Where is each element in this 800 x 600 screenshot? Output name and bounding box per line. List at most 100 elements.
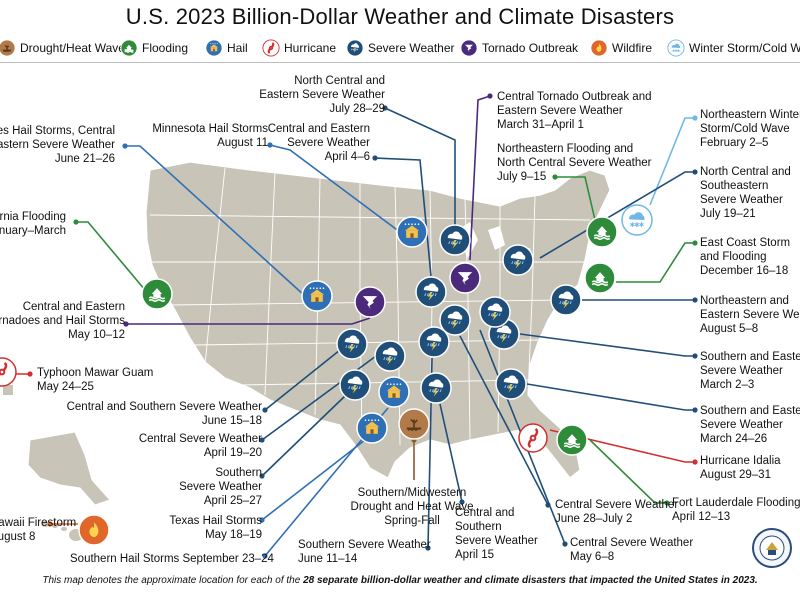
tornado-icon bbox=[460, 39, 478, 57]
event-label-line: Rockies Hail Storms, Central bbox=[0, 125, 115, 137]
severe-weather-icon bbox=[550, 284, 582, 316]
severe-weather-icon bbox=[439, 224, 471, 256]
event-label-line: Southeastern bbox=[700, 180, 769, 192]
leader-dot bbox=[382, 105, 388, 111]
event-label: Northeastern Flooding and North Central S… bbox=[497, 142, 651, 184]
legend: Drought/Heat Wave Flooding Hail Hurricane Se… bbox=[0, 38, 800, 58]
event-label-line: Southern bbox=[215, 467, 262, 479]
leader-dot bbox=[267, 142, 273, 148]
event-label-line: Severe Weather bbox=[455, 535, 538, 547]
drought-icon bbox=[398, 408, 430, 440]
leader-line bbox=[384, 107, 456, 225]
event-label-line: California Flooding bbox=[0, 211, 66, 223]
event-label-line: Southern bbox=[455, 521, 502, 533]
leader-dot bbox=[459, 499, 465, 505]
event-label: Central and Eastern Severe Weather April 4… bbox=[268, 122, 370, 164]
legend-label: Winter Storm/Cold Wave bbox=[689, 41, 800, 55]
leader-line bbox=[526, 383, 695, 411]
hail-icon bbox=[396, 216, 428, 248]
event-label-line: Southern/Midwestern bbox=[357, 487, 467, 499]
event-label-line: Southern Hail Storms September 23–24 bbox=[70, 553, 274, 565]
legend-item-winter: ✱✱✱ Winter Storm/Cold Wave bbox=[667, 38, 800, 58]
event-label-line: April 4–6 bbox=[324, 151, 370, 163]
leader-dot bbox=[552, 174, 558, 180]
footnote-bold-text: 28 separate billion-dollar weather and c… bbox=[303, 575, 758, 586]
leader-dot bbox=[425, 545, 431, 551]
event-label: Northeastern Winter Storm/Cold Wave Februa… bbox=[700, 108, 800, 150]
flooding-icon bbox=[141, 278, 173, 310]
leader-dot bbox=[27, 371, 33, 377]
event-label-line: and Flooding bbox=[700, 251, 767, 263]
severe-weather-icon bbox=[346, 39, 364, 57]
event-label-line: June 11–14 bbox=[298, 553, 358, 565]
event-label-line: April 19–20 bbox=[203, 447, 262, 459]
event-label-line: July 9–15 bbox=[497, 171, 547, 183]
event-label-line: July 28–29 bbox=[329, 103, 385, 115]
event-label-line: Central and Southern Severe Weather bbox=[66, 401, 262, 413]
legend-label: Wildfire bbox=[612, 41, 653, 55]
leader-dot bbox=[692, 169, 698, 175]
severe-weather-icon bbox=[479, 296, 511, 328]
event-label-line: Central and bbox=[455, 507, 515, 519]
leader-dot bbox=[692, 297, 698, 303]
leader-line bbox=[439, 403, 463, 503]
leader-dot bbox=[259, 437, 265, 443]
event-label-line: August 29–31 bbox=[700, 469, 771, 481]
event-label: Central Severe Weather May 6–8 bbox=[570, 536, 693, 564]
leader-line bbox=[261, 439, 366, 521]
event-label-line: March 24–26 bbox=[700, 433, 768, 445]
leader-line bbox=[469, 95, 491, 261]
event-label-line: June 21–26 bbox=[54, 153, 115, 165]
event-label: Central Severe Weather April 19–20 bbox=[139, 432, 262, 460]
event-label-line: June 15–18 bbox=[201, 415, 262, 427]
event-label-line: Hawaii Firestorm bbox=[0, 517, 77, 529]
event-label-line: Fort Lauderdale Flooding bbox=[672, 497, 800, 509]
leader-dot bbox=[372, 155, 378, 161]
leader-dot bbox=[692, 459, 698, 465]
event-label-line: North Central and bbox=[294, 75, 385, 87]
event-label-line: Spring-Fall bbox=[384, 515, 440, 527]
event-label-line: Central and Eastern bbox=[22, 301, 125, 313]
event-icons: ✱ ✱ ✱ bbox=[0, 204, 653, 546]
event-label-line: April 25–27 bbox=[203, 495, 262, 507]
hurricane-icon bbox=[518, 423, 548, 453]
wildfire-icon bbox=[78, 514, 110, 546]
legend-item-drought: Drought/Heat Wave bbox=[0, 38, 125, 58]
leader-dot bbox=[664, 500, 670, 506]
svg-text:✱: ✱ bbox=[634, 221, 639, 229]
event-label: Northeastern and Eastern Severe Weather Au… bbox=[700, 294, 800, 336]
leader-line bbox=[264, 349, 341, 411]
event-label-line: August 8 bbox=[0, 531, 36, 543]
leader-dot bbox=[259, 517, 265, 523]
event-label-line: Central Severe Weather bbox=[555, 499, 679, 511]
legend-item-flooding: Flooding bbox=[120, 38, 188, 58]
legend-label: Flooding bbox=[142, 41, 189, 55]
event-label-line: Southern Severe Weather bbox=[298, 539, 431, 551]
leader-line bbox=[555, 176, 596, 221]
leader-dot bbox=[123, 321, 129, 327]
legend-label: Severe Weather bbox=[368, 41, 455, 55]
event-label-line: December 16–18 bbox=[700, 265, 789, 277]
svg-text:✱: ✱ bbox=[672, 49, 675, 53]
event-label-line: Hurricane Idalia bbox=[700, 455, 781, 467]
event-label-line: January–March bbox=[0, 225, 66, 237]
event-label: Southern Severe Weather June 11–14 bbox=[298, 538, 431, 566]
alaska-shape bbox=[27, 431, 111, 506]
event-label: Southern Severe Weather April 25–27 bbox=[179, 466, 262, 508]
leader-line bbox=[261, 395, 346, 477]
leader-line bbox=[125, 145, 306, 297]
event-label: Rockies Hail Storms, Central and Eastern … bbox=[0, 124, 115, 166]
event-label: Central Severe Weather June 28–July 2 bbox=[555, 498, 678, 526]
event-label-line: April 15 bbox=[455, 549, 494, 561]
event-label: California Flooding January–March bbox=[0, 210, 66, 238]
event-label-line: June 28–July 2 bbox=[555, 513, 633, 525]
wildfire-icon bbox=[590, 39, 608, 57]
event-label: Central Tornado Outbreak and Eastern Seve… bbox=[497, 90, 652, 132]
legend-item-tornado: Tornado Outbreak bbox=[460, 38, 578, 58]
event-label-line: Storm/Cold Wave bbox=[700, 123, 790, 135]
event-label-line: Northeastern and bbox=[700, 295, 789, 307]
event-label-line: and Eastern Severe Weather bbox=[0, 139, 115, 151]
event-label: Minnesota Hail Storms August 11 bbox=[152, 122, 268, 150]
hail-icon bbox=[356, 412, 388, 444]
event-label-line: May 18–19 bbox=[205, 529, 262, 541]
